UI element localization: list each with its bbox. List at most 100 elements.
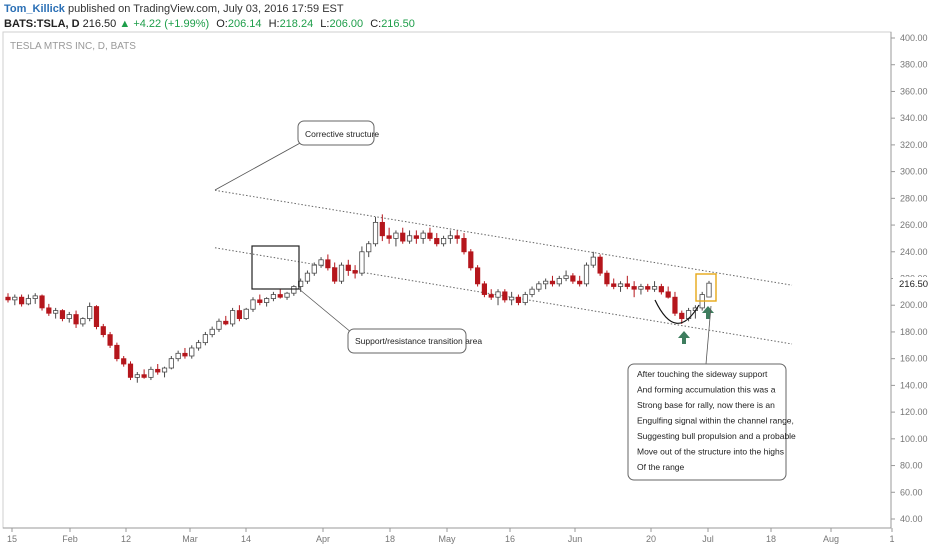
y-tick-label: 240.00 [900,247,928,257]
y-tick-label: 340.00 [900,113,928,123]
candle-body [645,286,651,290]
candle-body [311,264,317,274]
x-tick-label: 16 [505,534,515,544]
candle-body [182,352,188,357]
y-tick-label: 280.00 [900,193,928,203]
candle-body [127,363,134,378]
y-tick-label: 300.00 [900,167,928,177]
note-line: Move out of the structure into the highs [637,447,784,457]
author-link[interactable]: Tom_Killick [4,3,65,15]
up-arrow-icon [678,331,690,344]
candle-body [549,280,556,285]
y-tick-label: 380.00 [900,60,928,70]
y-tick-label: 160.00 [900,354,928,364]
transition-area-box [251,245,300,290]
corrective-callout-text: Corrective structure [305,129,379,139]
high-value: 218.24 [279,18,314,30]
candle-body [168,358,174,369]
candle-body [366,243,372,253]
close-value: 216.50 [381,18,415,30]
x-tick-label: May [438,534,456,544]
x-tick-label: Jun [568,534,583,544]
channel-upper-line [214,189,793,286]
candle-body [236,310,242,319]
transition-callout-box[interactable] [347,328,467,354]
candle-body [577,280,583,285]
candle-body [345,264,351,271]
candle-body [617,283,624,287]
candle-body [583,264,590,285]
candle-body [284,292,290,298]
candle-body [495,291,501,298]
candle-body [372,221,379,245]
candle-body [277,294,283,298]
candle-body [604,272,610,285]
candle-body [209,328,215,336]
price-value: 216.50 [82,18,117,30]
y-tick-label: 200.00 [900,300,928,310]
y-tick-label: 140.00 [900,380,928,390]
x-tick-label: Jul [702,534,714,544]
x-tick-label: 18 [766,534,776,544]
candle-body [141,374,147,378]
candle-body [250,299,256,310]
candle-body [5,296,11,301]
candle-body [570,275,576,282]
note-line: Of the range [637,462,685,472]
corrective-callout-box[interactable] [297,120,375,146]
candle-body [93,306,100,327]
candle-body [73,314,79,325]
candle-body [427,232,433,239]
accumulation-curve [654,299,700,324]
y-tick-label: 320.00 [900,140,928,150]
x-tick-label: Aug [823,534,839,544]
x-tick-label: 15 [7,534,17,544]
candle-body [597,256,603,274]
ohlc-legend: BATS:TSLA, D 216.50 ▲ +4.22 (+1.99%) O:2… [4,18,415,30]
transition-callout-text: Support/resistance transition area [355,336,482,346]
candle-body [32,295,38,299]
candle-body [706,282,712,298]
candle-body [638,286,644,290]
candle-body [611,283,617,287]
x-tick-label: 18 [385,534,395,544]
x-tick-label: 1 [889,534,894,544]
change-arrow-icon: ▲ [119,18,131,30]
candle-body [264,298,270,303]
candle-body [155,368,161,373]
candle-body [291,286,297,294]
candle-body [529,288,535,295]
candle-body [216,320,222,330]
change-value: +4.22 (+1.99%) [133,18,210,30]
candle-body [481,283,488,295]
candle-body [229,310,236,325]
candle-body [488,294,494,298]
note-line: Suggesting bull propulsion and a probabl… [637,431,796,441]
y-tick-label: 180.00 [900,327,928,337]
candle-body [107,334,113,346]
candle-body [434,238,440,245]
candle-body [413,235,419,239]
candle-body [114,344,120,360]
candle-body [672,296,678,314]
x-tick-label: Feb [62,534,78,544]
candle-body [468,251,474,269]
candle-body [19,296,25,305]
candle-body [189,347,195,357]
open-label: O: [216,18,228,30]
candle-body [80,318,86,325]
candle-body [332,267,338,282]
candle-body [406,235,413,242]
candle-body [195,342,202,349]
candle-body [400,232,406,242]
candle-body [134,374,140,378]
y-tick-label: 400.00 [900,33,928,43]
candle-body [651,286,658,290]
channel-lower-line [214,247,793,345]
candle-body [590,256,596,266]
x-tick-label: 12 [121,534,131,544]
x-axis-ticks: 15 Feb 12 Mar 14 Apr 18 May 16 Jun 20 Jul 18 Aug 1 [7,528,895,544]
analysis-note-box[interactable] [627,363,787,481]
candle-body [515,296,522,303]
